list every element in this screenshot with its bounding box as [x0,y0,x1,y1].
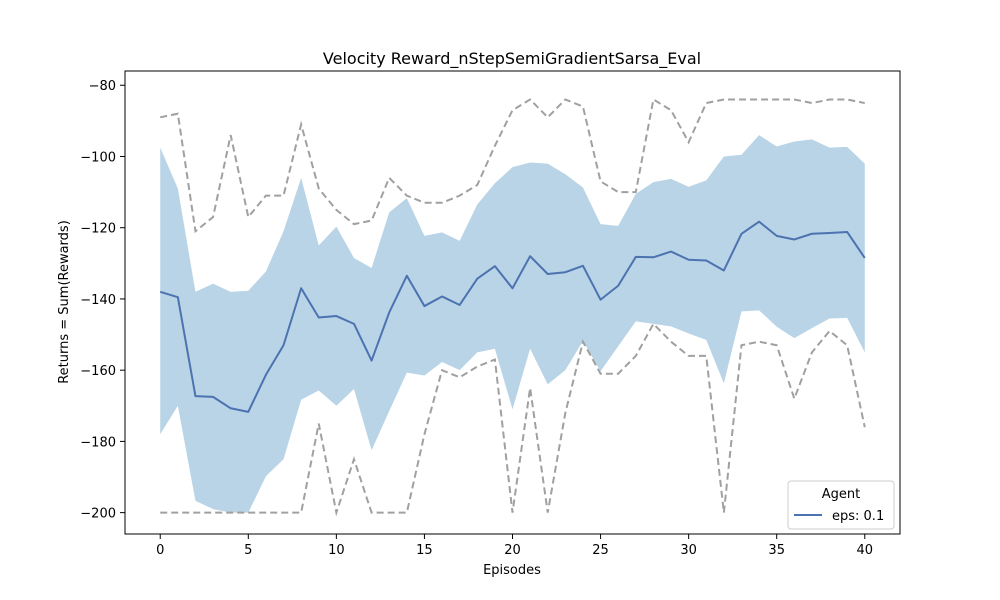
y-tick-label: −120 [80,222,116,237]
mean-series-line [159,220,866,413]
y-tick-label: −160 [80,364,116,379]
legend: Agent eps: 0.1 [787,480,895,530]
x-tick-label: 20 [504,543,521,558]
y-tick-label: −200 [80,507,116,522]
x-tick-label: 25 [592,543,609,558]
x-tick-label: 5 [244,543,252,558]
y-tick-label: −140 [80,293,116,308]
x-tick-label: 0 [156,543,164,558]
x-axis-label: Episodes [483,563,541,578]
y-tick-label: −180 [80,435,116,450]
legend-title: Agent [822,487,860,502]
min-envelope-line [160,322,866,517]
x-tick-label: 10 [328,543,345,558]
x-tick-label: 35 [768,543,785,558]
x-axis: 0 5 10 15 20 25 30 35 40 [156,534,873,558]
chart-title: Velocity Reward_nStepSemiGradientSarsa_E… [323,49,701,69]
legend-label: eps: 0.1 [832,509,884,524]
std-band [160,135,865,513]
y-tick-label: −80 [89,79,116,94]
x-tick-label: 15 [416,543,433,558]
y-axis: −200 −180 −160 −140 −120 −100 −80 [80,79,125,522]
legend-frame [787,480,895,530]
x-tick-label: 30 [680,543,697,558]
plot-area [124,70,901,535]
x-tick-label: 40 [856,543,873,558]
y-tick-label: −100 [80,150,116,165]
max-envelope-line [160,97,865,234]
y-axis-label: Returns = Sum(Rewards) [57,220,72,384]
